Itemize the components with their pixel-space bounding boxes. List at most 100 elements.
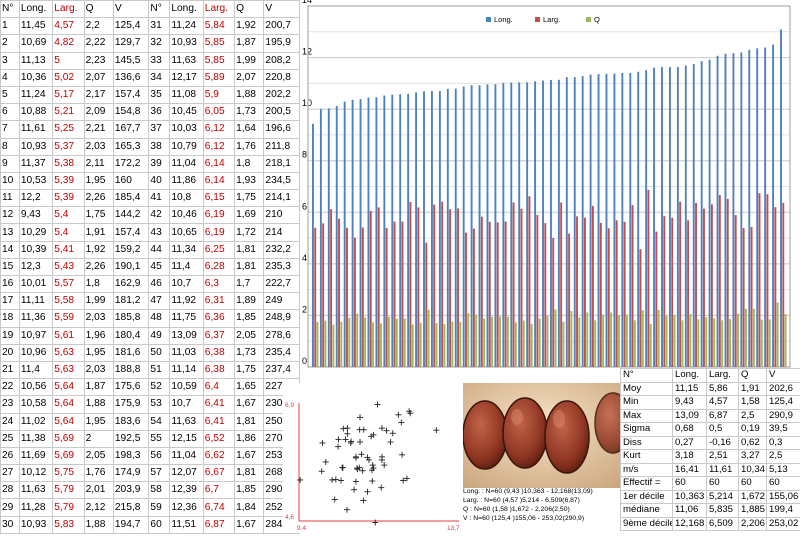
bar-larg: [743, 228, 745, 367]
table-cell: 10,7: [170, 396, 203, 413]
bar-long: [455, 89, 457, 367]
table-cell: 1,85: [235, 482, 264, 499]
table-cell: 5,89: [203, 69, 234, 86]
table-cell: 136,6: [113, 69, 149, 86]
summary-cell: 16,41: [673, 463, 707, 477]
table-cell: 5: [1, 86, 20, 103]
summary-cell: 9,43: [673, 396, 707, 410]
table-cell: 162,9: [113, 276, 149, 293]
summary-cell: 5,214: [707, 490, 739, 504]
bar-q: [348, 318, 350, 367]
scatter-point: [366, 457, 372, 463]
table-cell: 218,1: [264, 155, 300, 172]
table-cell: 181,6: [113, 344, 149, 361]
summary-cell: 202,6: [767, 382, 800, 396]
table-cell: 2,11: [84, 155, 113, 172]
scatter-point: [319, 440, 325, 446]
summary-cell: m/s: [621, 463, 673, 477]
table-cell: 5,61: [53, 327, 84, 344]
table-cell: 185,8: [113, 310, 149, 327]
bar-long: [534, 81, 536, 367]
bar-q: [769, 319, 771, 367]
column-header: Larg.: [53, 1, 84, 18]
table-cell: 1,95: [84, 172, 113, 189]
table-cell: 7: [1, 121, 20, 138]
table-cell: 6,14: [203, 172, 234, 189]
y-tick-label: 0: [302, 356, 307, 366]
scatter-point: [390, 430, 396, 436]
bar-long: [685, 66, 687, 367]
bar-larg: [425, 243, 427, 367]
table-cell: 5,59: [53, 310, 84, 327]
table-cell: 2,07: [235, 69, 264, 86]
summary-cell: 3,18: [673, 450, 707, 464]
table-cell: 185,4: [113, 190, 149, 207]
table-cell: 10,36: [19, 69, 52, 86]
bar-q: [364, 317, 366, 367]
bar-larg: [473, 229, 475, 367]
table-cell: 1,72: [235, 224, 264, 241]
bar-larg: [751, 227, 753, 367]
bar-q: [499, 316, 501, 367]
scatter-point: [338, 477, 344, 483]
table-cell: 13: [1, 224, 20, 241]
table-cell: 11,04: [170, 155, 203, 172]
table-cell: 1,85: [235, 310, 264, 327]
table-cell: 12,17: [170, 69, 203, 86]
summary-cell: Min: [621, 396, 673, 410]
bar-long: [693, 64, 695, 367]
table-cell: 5,39: [53, 172, 84, 189]
legend-swatch: [586, 17, 591, 22]
table-cell: 50: [149, 344, 170, 361]
scatter-point: [344, 431, 350, 437]
bar-q: [459, 322, 461, 367]
bar-q: [682, 320, 684, 367]
bar-long: [606, 74, 608, 367]
scatter-point: [332, 496, 338, 502]
table-cell: 248,9: [264, 310, 300, 327]
table-cell: 222,7: [264, 276, 300, 293]
table-cell: 11,75: [170, 310, 203, 327]
bar-larg: [560, 202, 562, 367]
bar-long: [479, 85, 481, 367]
table-cell: 5,37: [53, 138, 84, 155]
table-cell: 38: [149, 138, 170, 155]
table-cell: 10,93: [19, 138, 52, 155]
table-cell: 5,21: [53, 104, 84, 121]
table-cell: 1,76: [235, 138, 264, 155]
table-cell: 6,3: [203, 276, 234, 293]
table-cell: 11,63: [170, 413, 203, 430]
bar-larg: [441, 202, 443, 367]
bar-larg: [370, 211, 372, 367]
summary-cell: 1,58: [739, 396, 767, 410]
table-cell: 2,03: [84, 361, 113, 378]
table-cell: 52: [149, 379, 170, 396]
bar-larg: [402, 222, 404, 367]
table-cell: 12,15: [170, 430, 203, 447]
table-cell: 235,3: [264, 258, 300, 275]
table-cell: 237,4: [264, 361, 300, 378]
table-cell: 10,93: [170, 35, 203, 52]
summary-column-header: Q: [739, 369, 767, 383]
bar-q: [372, 322, 374, 367]
table-cell: 2,05: [84, 447, 113, 464]
table-cell: 34: [149, 69, 170, 86]
bar-q: [507, 317, 509, 367]
column-header: Q: [84, 1, 113, 18]
table-cell: 5,79: [53, 499, 84, 516]
table-cell: 10,58: [19, 396, 52, 413]
y-tick-label: 6: [302, 201, 307, 211]
bar-q: [531, 324, 533, 367]
bar-long: [590, 75, 592, 367]
summary-cell: 5,835: [707, 504, 739, 518]
bar-q: [420, 323, 422, 367]
summary-column-header: V: [767, 369, 800, 383]
table-cell: 10,88: [19, 104, 52, 121]
scatter-point: [353, 478, 359, 484]
table-cell: 10,45: [170, 104, 203, 121]
summary-cell: 60: [739, 477, 767, 491]
